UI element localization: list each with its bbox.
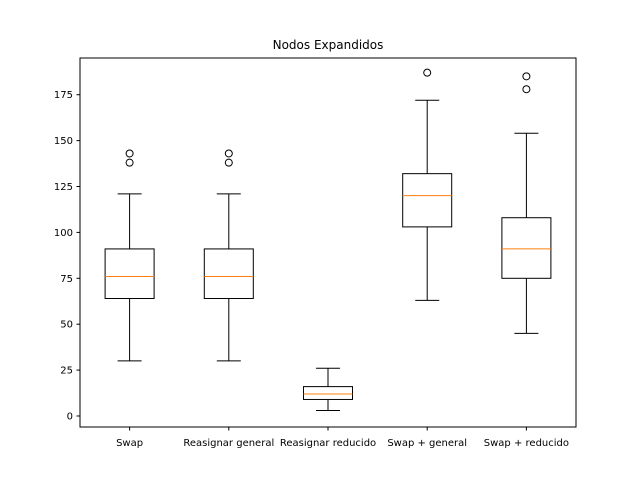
box-group-1 [104, 149, 155, 362]
y-tick-label: 75 [60, 274, 73, 285]
box-group-3 [303, 367, 353, 411]
y-tick-label: 0 [67, 411, 73, 422]
y-tick-label: 150 [54, 136, 73, 147]
outlier-point [423, 68, 432, 77]
y-tick-label: 100 [54, 228, 73, 239]
x-tick-label: Reasignar general [183, 438, 274, 449]
outlier-point [125, 149, 134, 158]
x-tick-label: Swap + general [387, 438, 467, 449]
y-tick-label: 50 [60, 320, 73, 331]
outlier-point [125, 158, 134, 167]
outlier-point [522, 72, 531, 81]
box-group-4 [402, 68, 453, 301]
x-tick-label: Swap [116, 438, 143, 449]
box [501, 217, 552, 279]
outlier-point [522, 85, 531, 94]
box [104, 248, 155, 299]
y-tick-label: 175 [54, 90, 73, 101]
box [402, 173, 453, 228]
box-group-5 [501, 72, 552, 334]
y-tick-label: 25 [60, 366, 73, 377]
chart-title: Nodos Expandidos [273, 38, 384, 52]
y-tick-label: 125 [54, 182, 73, 193]
box-group-2 [203, 149, 254, 362]
outlier-point [224, 149, 233, 158]
x-tick-label: Reasignar reducido [280, 438, 376, 449]
box [303, 386, 353, 400]
x-tick-label: Swap + reducido [484, 438, 569, 449]
outlier-point [224, 158, 233, 167]
box [203, 248, 254, 299]
